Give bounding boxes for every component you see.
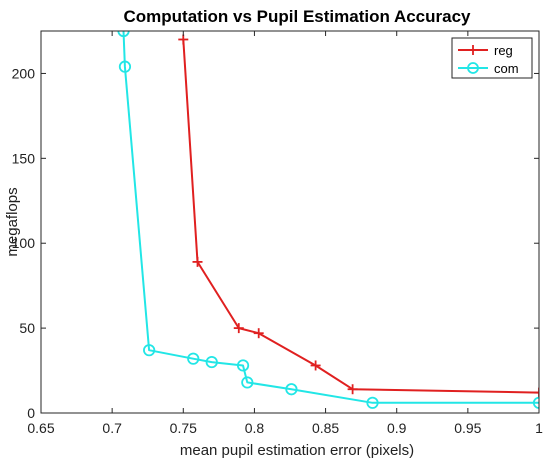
data-point-reg — [253, 328, 264, 339]
data-point-reg — [347, 384, 358, 395]
legend-label: reg — [494, 43, 513, 58]
data-point-com — [143, 344, 156, 357]
axes-box — [40, 30, 540, 414]
x-axis: 0.65 0.7 0.75 0.8 0.85 0.9 0.95 1 — [27, 31, 543, 436]
data-point-reg — [233, 323, 244, 334]
data-point-reg — [534, 387, 539, 398]
data-point-reg — [310, 360, 321, 371]
x-tick-label: 0.75 — [170, 420, 197, 436]
series-reg — [178, 34, 539, 398]
data-point-com — [118, 60, 132, 73]
legend-item-com: com — [458, 61, 519, 76]
x-tick-label: 0.8 — [245, 420, 265, 436]
chart-title: Computation vs Pupil Estimation Accuracy — [124, 7, 472, 26]
y-tick-label: 100 — [12, 235, 36, 251]
y-tick-label: 200 — [12, 65, 36, 81]
data-point-com — [285, 383, 298, 396]
legend-item-reg: reg — [458, 43, 513, 58]
x-tick-label: 0.65 — [27, 420, 54, 436]
plot-area — [117, 31, 539, 409]
legend-box — [451, 37, 533, 79]
x-tick-label: 0.9 — [387, 420, 407, 436]
data-point-com — [187, 352, 200, 365]
x-axis-label: mean pupil estimation error (pixels) — [180, 442, 414, 459]
data-point-com — [205, 355, 218, 369]
y-tick-label: 0 — [27, 405, 35, 421]
data-point-com — [236, 359, 250, 372]
data-point-com — [241, 376, 254, 389]
x-tick-label: 0.7 — [102, 420, 122, 436]
y-tick-label: 50 — [19, 320, 35, 336]
y-axis-label: megaflops — [4, 187, 21, 256]
legend-label: com — [494, 61, 519, 76]
data-point-com — [366, 396, 379, 409]
data-point-reg — [192, 256, 203, 267]
y-axis: 0 50 100 150 200 — [12, 65, 539, 421]
data-point-reg — [178, 34, 189, 45]
data-point-com — [117, 31, 130, 38]
x-tick-label: 0.85 — [312, 420, 339, 436]
y-tick-label: 150 — [12, 150, 36, 166]
series-line-reg — [182, 39, 539, 394]
series-com — [117, 31, 539, 409]
x-tick-label: 1 — [535, 420, 543, 436]
x-tick-label: 0.95 — [454, 420, 481, 436]
legend: reg com — [451, 37, 533, 79]
series-line-com — [122, 31, 539, 404]
